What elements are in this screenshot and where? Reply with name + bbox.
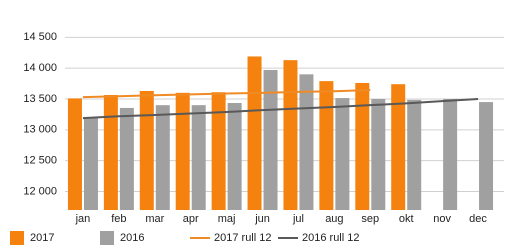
bar (407, 99, 422, 210)
x-tick-label: mar (145, 213, 164, 225)
bar (391, 84, 406, 210)
bar (299, 74, 314, 210)
y-tick-label: 14 000 (23, 62, 57, 74)
legend-swatch (100, 231, 114, 245)
bar (319, 81, 334, 210)
bar (155, 105, 170, 210)
legend-label: 2017 rull 12 (214, 232, 272, 244)
legend-label: 2016 rull 12 (302, 232, 360, 244)
x-tick-label: feb (111, 213, 126, 225)
bar (355, 82, 370, 210)
x-tick-label: okt (399, 213, 414, 225)
y-tick-label: 14 500 (23, 31, 57, 43)
line (82, 89, 371, 99)
y-tick-label: 12 000 (23, 185, 57, 197)
bar (67, 98, 82, 210)
bar (335, 98, 350, 210)
bar (443, 99, 458, 210)
bar (119, 107, 134, 210)
x-tick-label: jun (254, 213, 270, 225)
y-tick-label: 12 500 (23, 155, 57, 167)
bar (191, 105, 206, 210)
bar (139, 90, 154, 210)
y-tick-label: 13 500 (23, 93, 57, 105)
x-tick-label: jan (75, 213, 91, 225)
x-tick-label: aug (325, 213, 343, 225)
bar (479, 102, 494, 210)
x-tick-label: nov (433, 213, 451, 225)
line (82, 98, 479, 120)
x-tick-label: dec (469, 213, 487, 225)
bar (227, 103, 242, 210)
bar (283, 60, 298, 211)
bar (211, 92, 226, 210)
legend-swatch (10, 231, 24, 245)
x-tick-label: apr (183, 213, 199, 225)
bar (371, 99, 386, 210)
bar (175, 92, 190, 210)
y-tick-label: 13 000 (23, 124, 57, 136)
bar (83, 118, 98, 210)
x-tick-label: jul (292, 213, 304, 225)
bar (103, 94, 118, 210)
x-tick-label: sep (361, 213, 379, 225)
bar (247, 56, 262, 211)
legend-label: 2017 (30, 232, 54, 244)
legend-label: 2016 (120, 232, 144, 244)
bar (263, 70, 278, 211)
x-tick-label: maj (218, 213, 236, 225)
